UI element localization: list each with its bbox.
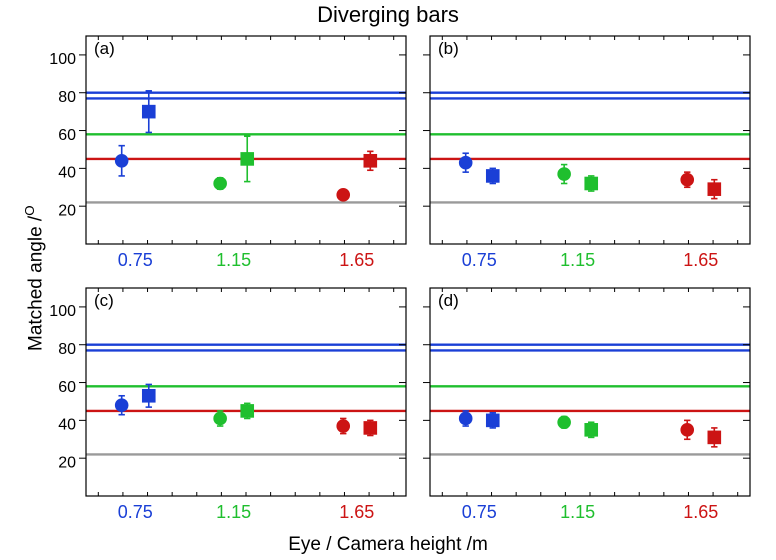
y-tick-label: 20	[58, 202, 76, 219]
y-tick-label: 100	[49, 51, 76, 68]
data-point	[241, 405, 253, 417]
plot-frame	[86, 288, 406, 496]
x-tick-label: 0.75	[118, 250, 153, 270]
x-tick-label: 1.15	[560, 250, 595, 270]
panel-letter: (c)	[94, 291, 114, 310]
y-axis-label: Matched angle /O	[22, 205, 47, 351]
data-point	[115, 155, 127, 167]
x-axis-label: Eye / Camera height /m	[0, 534, 776, 556]
data-point	[487, 170, 499, 182]
data-point	[585, 177, 597, 189]
x-tick-label: 1.15	[216, 502, 251, 522]
x-tick-label: 1.15	[216, 250, 251, 270]
figure-title: Diverging bars	[0, 2, 776, 28]
data-point	[143, 105, 155, 117]
x-tick-label: 0.75	[462, 502, 497, 522]
data-point	[115, 399, 127, 411]
y-tick-label: 100	[49, 303, 76, 320]
plot-frame	[430, 36, 750, 244]
data-point	[214, 412, 226, 424]
y-tick-label: 60	[58, 127, 76, 144]
y-tick-label: 80	[58, 341, 76, 358]
panel-letter: (d)	[438, 291, 459, 310]
y-tick-label: 60	[58, 379, 76, 396]
plot-frame	[430, 288, 750, 496]
data-point	[558, 416, 570, 428]
panel-letter: (b)	[438, 39, 459, 58]
panel-letter: (a)	[94, 39, 115, 58]
x-tick-label: 1.65	[683, 502, 718, 522]
data-point	[708, 431, 720, 443]
data-point	[459, 412, 471, 424]
x-tick-label: 0.75	[462, 250, 497, 270]
data-point	[585, 424, 597, 436]
x-tick-label: 1.65	[683, 250, 718, 270]
panel-d: (d)0.751.151.65	[430, 288, 750, 496]
data-point	[487, 414, 499, 426]
data-point	[364, 155, 376, 167]
data-point	[364, 422, 376, 434]
data-point	[708, 183, 720, 195]
y-tick-label: 80	[58, 89, 76, 106]
data-point	[681, 424, 693, 436]
data-point	[337, 189, 349, 201]
y-tick-label: 40	[58, 165, 76, 182]
data-point	[143, 390, 155, 402]
data-point	[558, 168, 570, 180]
figure: Diverging bars Matched angle /O Eye / Ca…	[0, 0, 776, 560]
data-point	[241, 153, 253, 165]
x-tick-label: 1.15	[560, 502, 595, 522]
plot-frame	[86, 36, 406, 244]
x-tick-label: 1.65	[339, 502, 374, 522]
data-point	[214, 177, 226, 189]
data-point	[337, 420, 349, 432]
data-point	[459, 156, 471, 168]
x-tick-label: 1.65	[339, 250, 374, 270]
x-tick-label: 0.75	[118, 502, 153, 522]
panel-c: (c)204060801000.751.151.65	[86, 288, 406, 496]
y-tick-label: 40	[58, 417, 76, 434]
panel-b: (b)0.751.151.65	[430, 36, 750, 244]
panel-a: (a)204060801000.751.151.65	[86, 36, 406, 244]
data-point	[681, 174, 693, 186]
y-tick-label: 20	[58, 454, 76, 471]
